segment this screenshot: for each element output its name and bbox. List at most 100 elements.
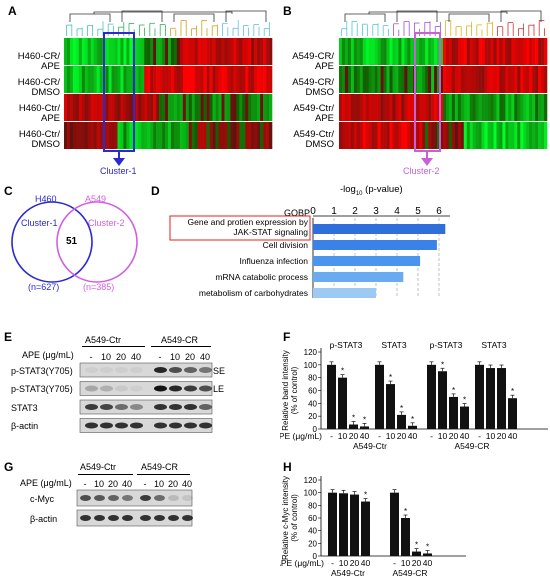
blot-band [140, 495, 151, 501]
heatmap-cell [389, 94, 393, 121]
heatmap-cell [401, 66, 405, 93]
heatmap-cell [371, 94, 375, 121]
y-tick-label: 40 [308, 527, 317, 536]
heatmap-cell [150, 38, 154, 65]
heatmap-cell [93, 38, 97, 65]
heatmap-cell [227, 66, 231, 93]
heatmap-cell [445, 38, 450, 65]
y-axis-label: Relative band intensity [281, 350, 290, 431]
heatmap-cell [99, 122, 103, 149]
panel-e-group-right-line [151, 346, 211, 347]
panel-g-blot-label-2: β-actin [30, 514, 58, 524]
heatmap-cell [227, 38, 231, 65]
heatmap-cell [230, 66, 234, 93]
heatmap-cell [457, 38, 462, 65]
panel-label-e: E [4, 330, 13, 344]
venn-left-set: Cluster-1 [21, 218, 58, 228]
heatmap-cell [365, 38, 370, 65]
panel-g-group-right-line [137, 474, 190, 475]
significance-mark: * [404, 507, 407, 516]
heatmap-cell [454, 66, 459, 93]
heatmap-cell [269, 94, 273, 121]
heatmap-cell [410, 38, 414, 65]
heatmap-cell [99, 38, 103, 65]
heatmap-cell [502, 94, 506, 121]
heatmap-cell [153, 94, 157, 121]
heatmap-cell [254, 38, 258, 65]
heatmap-cell [380, 122, 384, 149]
heatmap-cell [72, 66, 77, 93]
panel-b-row-label-3: A549-Ctr/ APE [293, 103, 334, 124]
heatmap-cell [368, 122, 372, 149]
venn-left-n: (n=627) [28, 282, 60, 292]
heatmap-cell [374, 38, 378, 65]
heatmap-cell [508, 94, 512, 121]
heatmap-cell [469, 66, 474, 93]
heatmap-cell [173, 66, 178, 93]
y-tick-label: 20 [308, 539, 317, 548]
heatmap-cell [153, 38, 157, 65]
heatmap-cell [526, 122, 530, 149]
blot-band [154, 367, 167, 373]
dendrogram-branch [121, 10, 163, 22]
heatmap-cell [203, 66, 207, 93]
blot-band [182, 515, 193, 521]
heatmap-cell [410, 122, 414, 149]
heatmap-cell [517, 66, 521, 93]
x-dose-label: 40 [508, 431, 518, 441]
heatmap-cell [200, 94, 204, 121]
heatmap-cell [448, 66, 453, 93]
venn-left-title: H460 [35, 194, 57, 204]
panel-g-group-left: A549-Ctr [80, 462, 117, 472]
heatmap-cell [194, 66, 199, 93]
heatmap-cell [245, 38, 249, 65]
significance-mark: * [452, 386, 455, 395]
panel-a-heatmap-cells [64, 38, 273, 149]
heatmap-cell [487, 38, 491, 65]
venn-circle-h460 [11, 201, 93, 283]
significance-mark: * [352, 414, 355, 423]
x-dose-label: - [393, 558, 396, 568]
heatmap-cell [173, 122, 178, 149]
heatmap-cell [173, 38, 178, 65]
heatmap-cell [419, 122, 423, 149]
heatmap-cell [260, 122, 264, 149]
heatmap-cell [407, 94, 411, 121]
bar [475, 364, 484, 430]
blot-band [154, 515, 165, 521]
heatmap-cell [182, 94, 187, 121]
heatmap-cell [87, 94, 92, 121]
heatmap-cell [215, 66, 219, 93]
heatmap-cell [350, 122, 355, 149]
heatmap-cell [493, 38, 497, 65]
g-blot-strip [76, 489, 193, 507]
bar [397, 414, 406, 429]
heatmap-cell [344, 122, 349, 149]
heatmap-cell [141, 66, 145, 93]
heatmap-cell [179, 66, 184, 93]
heatmap-cell [505, 66, 509, 93]
heatmap-cell [64, 66, 68, 93]
d-tick-label: 0 [310, 206, 316, 217]
heatmap-cell [230, 38, 234, 65]
heatmap-cell [454, 122, 459, 149]
bar [349, 424, 358, 430]
d-bar [313, 256, 421, 266]
y-axis-label: (% of control) [290, 494, 299, 542]
heatmap-cell [496, 66, 500, 93]
heatmap-cell [457, 94, 462, 121]
heatmap-cell [380, 66, 384, 93]
e-dose-label: 40 [200, 352, 210, 362]
heatmap-cell [457, 122, 462, 149]
heatmap-cell [188, 122, 193, 149]
heatmap-cell [383, 66, 387, 93]
bar [386, 384, 395, 429]
x-dose-label: 10 [338, 431, 348, 441]
g-dose-label: - [84, 479, 87, 489]
group-title: p-STAT3 [430, 340, 463, 350]
blot-band [108, 515, 119, 521]
arrow-head [113, 158, 125, 166]
heatmap-cell [215, 38, 219, 65]
heatmap-cell [431, 122, 435, 149]
heatmap-cell [209, 94, 213, 121]
